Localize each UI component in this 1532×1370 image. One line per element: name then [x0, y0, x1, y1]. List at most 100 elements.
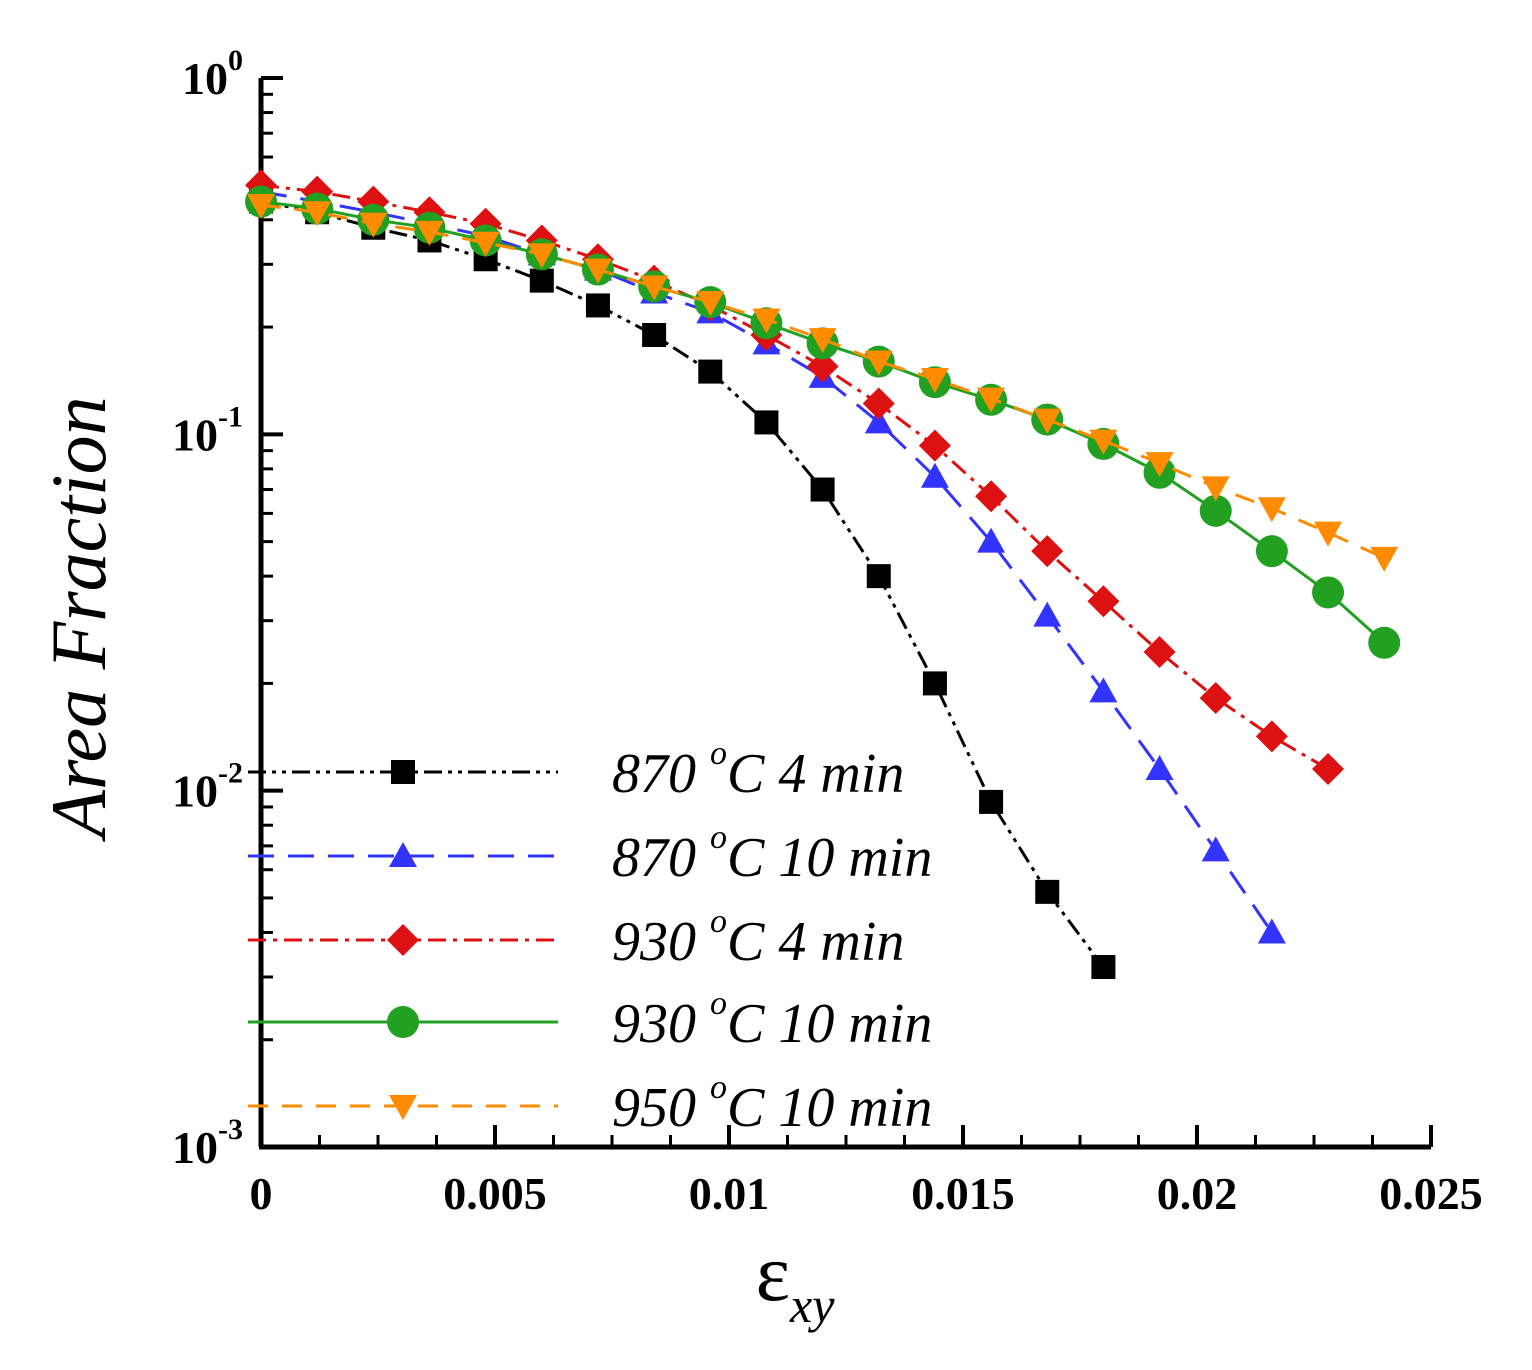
data-point	[583, 258, 612, 284]
data-point	[1199, 681, 1232, 714]
data-point	[1312, 753, 1345, 786]
x-axis-title-main: ε	[756, 1227, 790, 1318]
data-point	[642, 323, 667, 348]
data-point	[1199, 494, 1232, 527]
legend-marker	[387, 1006, 419, 1038]
legend-marker	[387, 924, 419, 956]
data-point	[1087, 585, 1120, 618]
series-line	[260, 200, 1105, 968]
x-tick-label: 0.01	[689, 1168, 770, 1219]
data-point	[698, 359, 723, 384]
legend-label-unit: C 4 min	[727, 911, 904, 973]
data-point	[979, 789, 1004, 814]
data-point	[585, 293, 610, 318]
data-point	[1143, 635, 1176, 668]
legend-marker	[391, 760, 415, 784]
legend-label: 930 oC 4 min	[612, 903, 904, 973]
data-point	[1033, 601, 1062, 627]
data-point	[303, 201, 332, 227]
data-point	[471, 231, 500, 257]
legend-label-degree: o	[710, 903, 727, 940]
y-tick-label: 10-1	[172, 400, 243, 460]
data-point	[1089, 677, 1118, 703]
legend-marker	[389, 1095, 417, 1120]
y-tick-label-exponent: -1	[218, 400, 243, 433]
x-tick-label: 0.02	[1157, 1168, 1238, 1219]
data-point	[752, 308, 781, 334]
data-point	[1145, 452, 1174, 478]
legend-entry-4: 930 oC 10 min	[248, 985, 932, 1055]
data-point	[810, 477, 835, 502]
data-point	[1145, 755, 1174, 781]
legend-entry-1: 870 oC 4 min	[248, 735, 904, 805]
legend-label-value: 930	[612, 911, 710, 973]
data-point	[527, 243, 556, 269]
x-tick-label: 0.005	[443, 1168, 547, 1219]
legend-label-degree: o	[710, 819, 727, 856]
legend-label-unit: C 10 min	[727, 1077, 932, 1139]
legend-label-unit: C 10 min	[727, 827, 932, 889]
y-tick-label-base: 10	[172, 409, 218, 460]
y-tick-label-exponent: 0	[228, 44, 243, 77]
legend-label: 870 oC 4 min	[612, 735, 904, 805]
legend-label: 950 oC 10 min	[612, 1069, 932, 1139]
data-point	[808, 328, 837, 354]
data-point	[1312, 576, 1345, 609]
data-point	[975, 480, 1008, 513]
data-point	[862, 387, 895, 420]
data-point	[1370, 546, 1399, 572]
data-point	[1314, 521, 1343, 547]
y-tick-label-base: 10	[172, 766, 218, 817]
data-point	[977, 387, 1006, 413]
x-axis-title-subscript: xy	[789, 1277, 835, 1333]
data-point	[1033, 408, 1062, 434]
data-point	[1031, 535, 1064, 568]
legend-label-degree: o	[710, 735, 727, 772]
data-point	[866, 564, 891, 589]
y-tick-label: 10-2	[172, 757, 243, 817]
data-point	[918, 429, 951, 462]
legend-label: 870 oC 10 min	[612, 819, 932, 889]
data-point	[922, 671, 947, 696]
data-point	[920, 462, 949, 488]
y-tick-label: 100	[182, 44, 243, 104]
data-point	[1201, 476, 1230, 502]
data-point	[1368, 626, 1401, 659]
legend-label-unit: C 10 min	[727, 993, 932, 1055]
data-point	[1035, 879, 1060, 904]
data-point	[415, 220, 444, 246]
data-point	[247, 194, 275, 220]
legend-label-value: 870	[612, 743, 710, 805]
data-point	[1089, 429, 1118, 455]
y-axis-title: Area Fraction	[35, 396, 122, 842]
y-tick-label-exponent: -2	[218, 757, 243, 790]
x-axis-title: εxy	[756, 1227, 836, 1333]
x-tick-label: 0.015	[911, 1168, 1015, 1219]
data-point	[1091, 954, 1116, 979]
data-point	[754, 410, 779, 435]
legend-entry-5: 950 oC 10 min	[248, 1069, 932, 1139]
data-point	[1255, 720, 1288, 753]
data-point	[864, 350, 893, 376]
legend-label-unit: C 4 min	[727, 743, 904, 805]
series-5	[247, 194, 1399, 572]
legend-entry-2: 870 oC 10 min	[248, 819, 932, 889]
legend-marker	[389, 842, 417, 867]
legend-label-degree: o	[710, 985, 727, 1022]
data-point	[1257, 497, 1286, 523]
legend-label-value: 950	[612, 1077, 710, 1139]
data-point	[529, 268, 554, 293]
y-tick-label-base: 10	[182, 53, 228, 104]
x-tick-label: 0.025	[1379, 1168, 1483, 1219]
data-point	[640, 275, 669, 301]
data-point	[1255, 535, 1288, 568]
x-tick-label: 0	[250, 1168, 273, 1219]
data-point	[806, 350, 839, 383]
legend-label-value: 870	[612, 827, 710, 889]
data-point	[1257, 918, 1286, 944]
legend-label: 930 oC 10 min	[612, 985, 932, 1055]
data-point	[1201, 836, 1230, 862]
